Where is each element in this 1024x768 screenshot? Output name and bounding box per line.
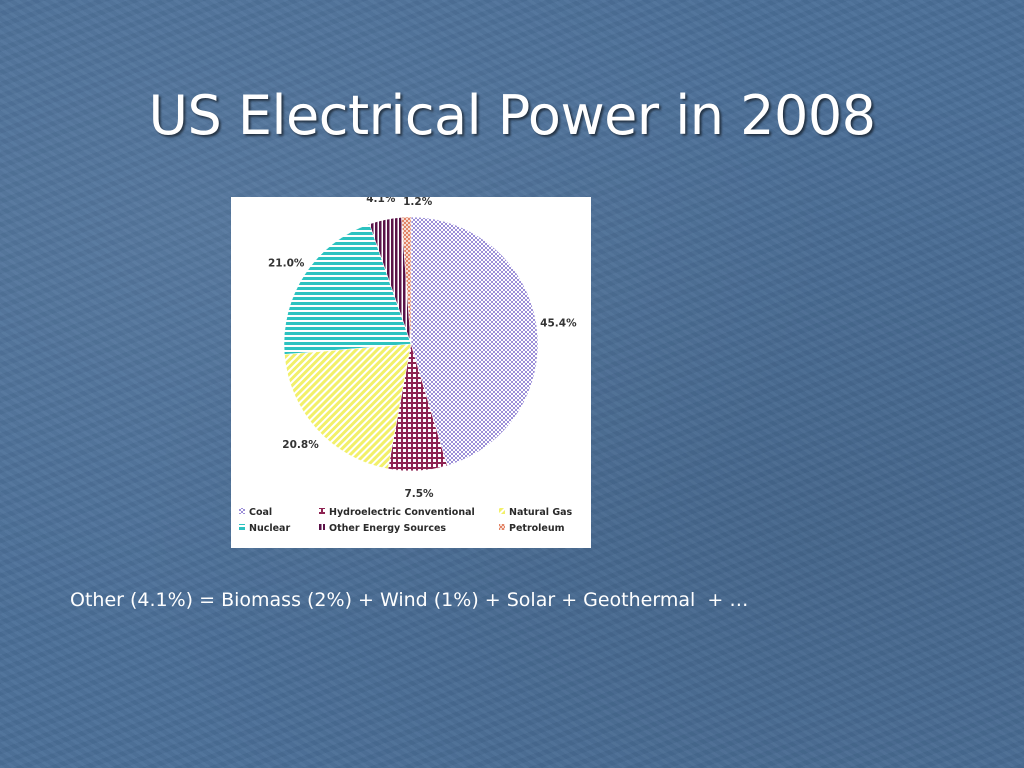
pie-chart-panel: 45.4% 7.5% 20.8% 21.0% 4.1% 1.2% Coal Hydroele… [231,197,591,548]
pie-chart: 45.4% 7.5% 20.8% 21.0% 4.1% 1.2% Coal Hydroele… [239,197,577,534]
legend-label-hydroelectric-conventional: Hydroelectric Conventional [329,507,475,518]
legend-label-natural-gas: Natural Gas [509,507,573,518]
legend-label-other-energy-sources: Other Energy Sources [329,523,446,534]
legend-label-nuclear: Nuclear [249,523,290,534]
legend-swatch-natural-gas [499,508,505,514]
pie-slice-natural-gas [284,343,412,470]
other-sources-caption: Other (4.1%) = Biomass (2%) + Wind (1%) … [70,589,749,611]
pie-slice-coal [410,216,539,467]
legend-swatch-other-energy-sources [319,524,325,530]
legend-label-coal: Coal [249,507,272,518]
slide-title: US Electrical Power in 2008 [148,84,876,147]
legend-swatch-nuclear [239,524,245,530]
legend-swatch-hydroelectric-conventional [319,508,325,514]
pie-slice-petroleum [401,216,412,345]
legend-swatch-coal [239,508,245,514]
pie-label-coal: 45.4% [540,318,577,330]
pie-label-hydroelectric-conventional: 7.5% [404,488,434,500]
pie-label-other-energy-sources: 4.1% [366,197,396,205]
pie-label-petroleum: 1.2% [403,197,433,208]
legend-label-petroleum: Petroleum [509,523,565,534]
pie-slice-nuclear [283,223,412,355]
legend-swatch-petroleum [499,524,505,530]
pie-label-natural-gas: 20.8% [282,439,319,451]
pie-label-nuclear: 21.0% [268,258,305,270]
